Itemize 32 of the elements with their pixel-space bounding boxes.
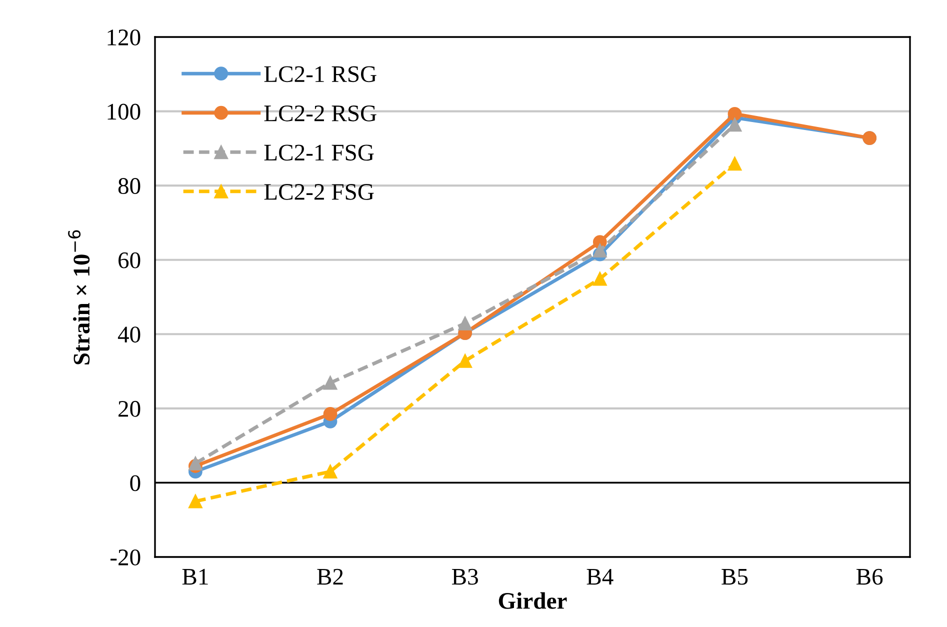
- y-axis-title: Strain × 10$^{−6}$: [68, 230, 90, 364]
- x-tick-label: B5: [722, 569, 748, 585]
- x-tick-label: B4: [586, 568, 614, 585]
- y-tick-label: 100: [108, 104, 140, 120]
- legend-label: LC2-1 RSG: [264, 66, 376, 82]
- y-tick-label: 60: [118, 252, 140, 268]
- y-tick-label: 40: [118, 326, 140, 343]
- point: [323, 376, 338, 390]
- point: [323, 464, 338, 479]
- y-tick-label: 0: [130, 475, 140, 492]
- point: [728, 106, 742, 121]
- point: [188, 456, 202, 470]
- point: [458, 354, 472, 368]
- point: [188, 494, 202, 508]
- x-tick-label: B3: [452, 568, 478, 585]
- x-tick-label: B6: [856, 568, 883, 585]
- y-tick-label: 120: [108, 29, 140, 46]
- point: [728, 156, 742, 171]
- point: [323, 407, 338, 421]
- point: [592, 272, 607, 286]
- y-tick-label: -20: [110, 549, 140, 566]
- legend-label: LC2-2 FSG: [264, 184, 374, 200]
- y-tick-label: 20: [118, 400, 140, 417]
- point: [592, 244, 607, 258]
- x-tick-label: B2: [317, 568, 343, 585]
- legend-label: LC2-1 FSG: [264, 144, 374, 161]
- x-axis-title: Girder: [498, 592, 567, 609]
- point: [728, 118, 742, 132]
- legend-label: LC2-2 RSG: [264, 105, 376, 122]
- y-tick-label: 80: [118, 178, 140, 194]
- x-tick-label: B1: [182, 568, 208, 585]
- point: [458, 316, 472, 330]
